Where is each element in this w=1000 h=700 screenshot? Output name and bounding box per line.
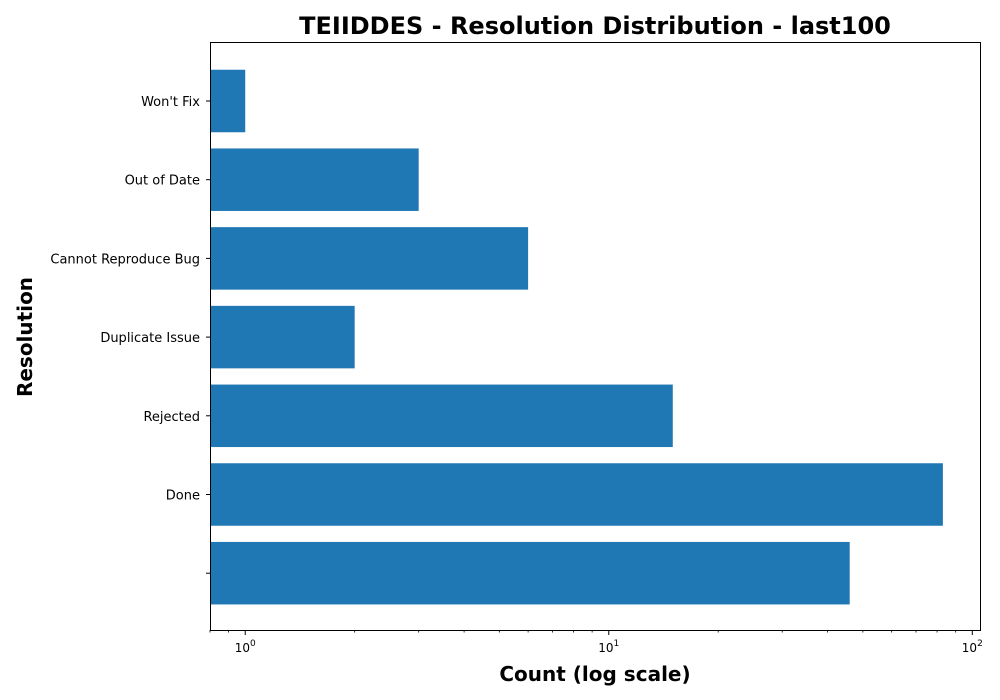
bar-out-of-date xyxy=(210,148,419,211)
y-tick-label: Cannot Reproduce Bug xyxy=(50,252,200,267)
y-axis-ticks: Won't Fix Out of Date Cannot Reproduce Bug… xyxy=(50,95,210,574)
bar-cannot-reproduce-bug xyxy=(210,227,529,290)
bar-unnamed xyxy=(210,541,850,605)
x-axis-ticks: 100 101 102 xyxy=(209,630,983,655)
chart-title: TEIIDDES - Resolution Distribution - las… xyxy=(299,12,891,40)
x-tick-label: 100 xyxy=(235,639,256,655)
bars-group xyxy=(210,69,943,605)
bar-rejected xyxy=(210,384,673,448)
bar-won-t-fix xyxy=(210,69,246,133)
y-tick-label: Done xyxy=(166,489,200,504)
x-axis-label: Count (log scale) xyxy=(499,662,690,686)
bar-duplicate-issue xyxy=(210,305,355,369)
y-tick-label: Out of Date xyxy=(125,174,200,189)
y-tick-label: Won't Fix xyxy=(141,95,200,110)
plot-frame xyxy=(210,42,981,631)
y-axis-label: Resolution xyxy=(13,277,37,397)
x-tick-label: 101 xyxy=(598,639,619,655)
y-tick-label: Rejected xyxy=(143,410,200,425)
bar-done xyxy=(210,463,943,526)
y-tick-label: Duplicate Issue xyxy=(100,331,200,346)
x-tick-label: 102 xyxy=(962,639,983,655)
